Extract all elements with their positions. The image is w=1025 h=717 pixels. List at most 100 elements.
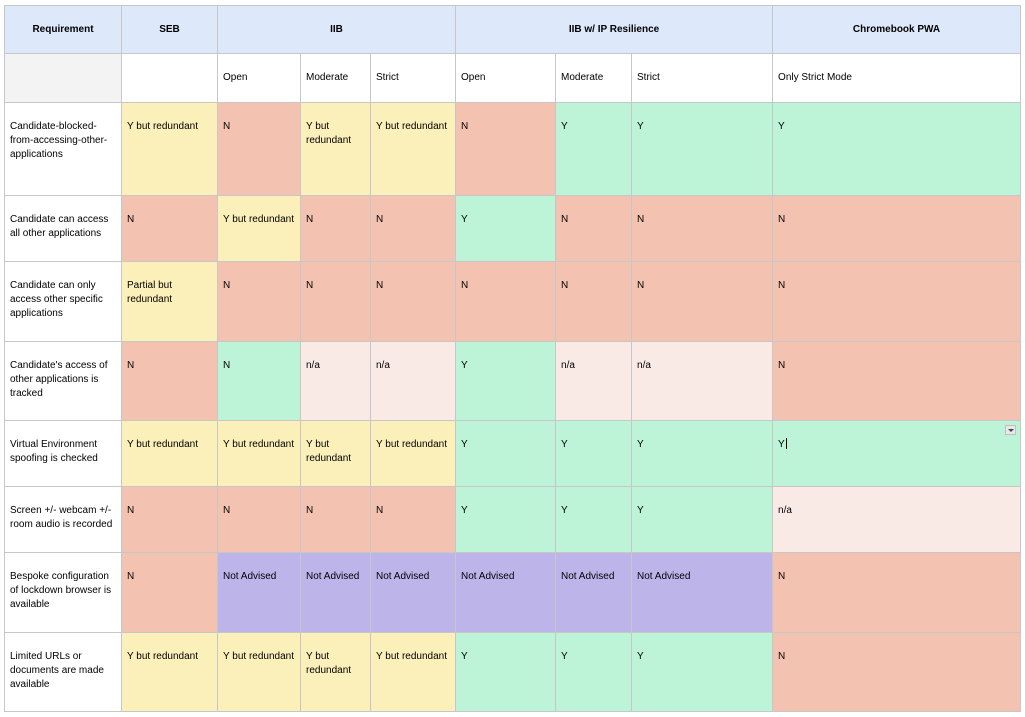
cell-seb[interactable]: Partial but redundant <box>121 261 218 342</box>
cell-value: N <box>376 505 384 516</box>
cell-value: Y <box>561 505 568 516</box>
header-iib-ip-resilience[interactable]: IIB w/ IP Resilience <box>455 5 774 54</box>
cell-value: Not Advised <box>306 571 360 582</box>
requirement-cell[interactable]: Candidate-blocked-from-accessing-other-a… <box>4 102 122 196</box>
cell-iibip-strict[interactable]: n/a <box>631 341 774 421</box>
requirement-cell[interactable]: Screen +/- webcam +/- room audio is reco… <box>4 486 122 553</box>
cell-iibip-open[interactable]: Y <box>455 341 557 421</box>
subheader-iib-strict[interactable]: Strict <box>369 53 457 103</box>
cell-iib-open[interactable]: N <box>217 341 301 421</box>
header-seb[interactable]: SEB <box>121 5 218 54</box>
cell-iibip-strict[interactable]: N <box>631 261 774 342</box>
cell-chromebook[interactable]: N <box>772 552 1022 633</box>
cell-iib-strict[interactable]: n/a <box>369 341 457 421</box>
cell-iib-open[interactable]: Y but redundant <box>217 420 301 487</box>
subheader-iibip-strict[interactable]: Strict <box>631 53 774 103</box>
cell-iibip-strict[interactable]: Not Advised <box>631 552 774 633</box>
requirement-cell[interactable]: Candidate's access of other applications… <box>4 341 122 421</box>
cell-iibip-moderate[interactable]: Not Advised <box>555 552 633 633</box>
cell-iib-strict[interactable]: Y but redundant <box>369 102 457 196</box>
requirement-cell[interactable]: Bespoke configuration of lockdown browse… <box>4 552 122 633</box>
active-cell-chromebook[interactable]: Y <box>772 420 1022 487</box>
table-row: Virtual Environment spoofing is checked Y… <box>4 420 1022 487</box>
cell-seb[interactable]: N <box>121 486 218 553</box>
cell-iibip-moderate[interactable]: n/a <box>555 341 633 421</box>
cell-iibip-open[interactable]: N <box>455 102 557 196</box>
cell-iib-open[interactable]: Not Advised <box>217 552 301 633</box>
cell-iib-strict[interactable]: N <box>369 261 457 342</box>
cell-iibip-open[interactable]: Y <box>455 195 557 262</box>
cell-chromebook[interactable]: N <box>772 341 1022 421</box>
cell-iibip-moderate[interactable]: N <box>555 261 633 342</box>
cell-iibip-moderate[interactable]: Y <box>555 102 633 196</box>
cell-chromebook[interactable]: n/a <box>772 486 1022 553</box>
subheader-blank-cell[interactable] <box>4 53 122 103</box>
requirement-cell[interactable]: Candidate can only access other specific… <box>4 261 122 342</box>
cell-iib-open[interactable]: Y but redundant <box>217 632 301 712</box>
cell-iib-open[interactable]: Y but redundant <box>217 195 301 262</box>
cell-iibip-strict[interactable]: N <box>631 195 774 262</box>
cell-iibip-moderate[interactable]: Y <box>555 632 633 712</box>
cell-iib-moderate[interactable]: N <box>300 195 371 262</box>
cell-value: Not Advised <box>461 571 515 582</box>
cell-value: Y <box>461 439 468 450</box>
cell-seb[interactable]: Y but redundant <box>121 420 218 487</box>
cell-value: N <box>306 280 314 291</box>
cell-seb[interactable]: N <box>121 341 218 421</box>
cell-chromebook[interactable]: N <box>772 195 1022 262</box>
requirement-cell[interactable]: Limited URLs or documents are made avail… <box>4 632 122 712</box>
cell-iib-strict[interactable]: Y but redundant <box>369 420 457 487</box>
cell-iibip-open[interactable]: Y <box>455 420 557 487</box>
cell-iibip-strict[interactable]: Y <box>631 420 774 487</box>
cell-iibip-open[interactable]: Y <box>455 632 557 712</box>
cell-iibip-open[interactable]: Y <box>455 486 557 553</box>
cell-iib-strict[interactable]: N <box>369 195 457 262</box>
cell-iibip-strict[interactable]: Y <box>631 486 774 553</box>
subheader-seb-blank[interactable] <box>121 53 218 103</box>
cell-chromebook[interactable]: Y <box>772 102 1022 196</box>
cell-seb[interactable]: N <box>121 552 218 633</box>
table-row: Candidate can access all other applicati… <box>4 195 1022 262</box>
cell-value: N <box>778 360 786 371</box>
cell-value: Y but redundant <box>306 651 352 676</box>
cell-iib-strict[interactable]: Not Advised <box>369 552 457 633</box>
cell-seb[interactable]: Y but redundant <box>121 102 218 196</box>
cell-iib-strict[interactable]: N <box>369 486 457 553</box>
cell-iibip-open[interactable]: Not Advised <box>455 552 557 633</box>
subheader-iib-open[interactable]: Open <box>217 53 301 103</box>
dropdown-arrow-icon[interactable] <box>1005 425 1017 435</box>
cell-iibip-moderate[interactable]: Y <box>555 420 633 487</box>
subheader-chromebook[interactable]: Only Strict Mode <box>772 53 1022 103</box>
cell-iib-moderate[interactable]: N <box>300 486 371 553</box>
cell-iibip-moderate[interactable]: N <box>555 195 633 262</box>
header-chromebook-pwa[interactable]: Chromebook PWA <box>772 5 1022 54</box>
cell-seb[interactable]: Y but redundant <box>121 632 218 712</box>
cell-iib-open[interactable]: N <box>217 486 301 553</box>
cell-iib-moderate[interactable]: Not Advised <box>300 552 371 633</box>
cell-iib-open[interactable]: N <box>217 261 301 342</box>
requirement-cell[interactable]: Candidate can access all other applicati… <box>4 195 122 262</box>
cell-chromebook[interactable]: N <box>772 261 1022 342</box>
subheader-iib-moderate[interactable]: Moderate <box>300 53 371 103</box>
cell-value: N <box>127 214 135 225</box>
cell-iib-moderate[interactable]: Y but redundant <box>300 102 371 196</box>
cell-iib-moderate[interactable]: Y but redundant <box>300 632 371 712</box>
subheader-iibip-open[interactable]: Open <box>455 53 557 103</box>
cell-iib-moderate[interactable]: N <box>300 261 371 342</box>
requirement-cell[interactable]: Virtual Environment spoofing is checked <box>4 420 122 487</box>
cell-iib-open[interactable]: N <box>217 102 301 196</box>
header-requirement[interactable]: Requirement <box>4 5 122 54</box>
subheader-iibip-moderate[interactable]: Moderate <box>555 53 633 103</box>
cell-value: Y but redundant <box>223 651 294 662</box>
cell-seb[interactable]: N <box>121 195 218 262</box>
cell-iib-moderate[interactable]: Y but redundant <box>300 420 371 487</box>
cell-chromebook[interactable]: N <box>772 632 1022 712</box>
cell-iibip-strict[interactable]: Y <box>631 632 774 712</box>
cell-iibip-strict[interactable]: Y <box>631 102 774 196</box>
cell-iibip-moderate[interactable]: Y <box>555 486 633 553</box>
cell-iibip-open[interactable]: N <box>455 261 557 342</box>
cell-iib-strict[interactable]: Y but redundant <box>369 632 457 712</box>
table-row: Screen +/- webcam +/- room audio is reco… <box>4 486 1022 553</box>
header-iib[interactable]: IIB <box>216 5 457 54</box>
cell-iib-moderate[interactable]: n/a <box>300 341 371 421</box>
